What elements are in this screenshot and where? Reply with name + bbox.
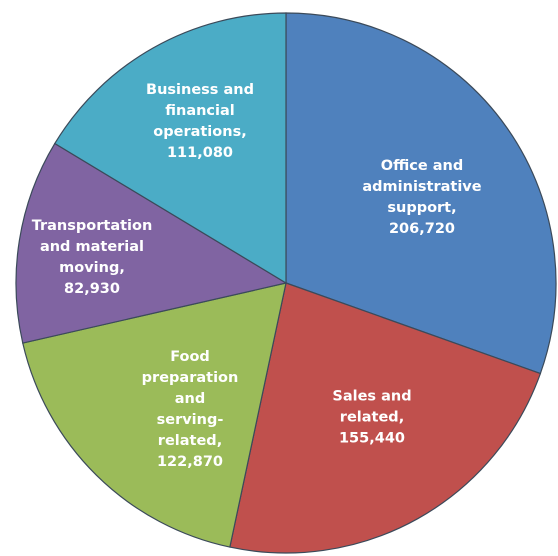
value-label: 111,080: [166, 145, 234, 161]
separator: ,: [451, 200, 457, 216]
category-label: Sales and related: [332, 388, 412, 426]
category-label: Food preparation and serving-related: [141, 349, 239, 449]
separator: ,: [241, 124, 247, 140]
pie-slice: [229, 282, 542, 554]
category-label: Office and administrative support: [362, 158, 482, 216]
data-label: Business and financial operations, 111,08…: [143, 80, 258, 164]
value-label: 155,440: [338, 430, 406, 447]
value-label: 206,720: [388, 221, 456, 237]
value-label: 82,930: [64, 281, 120, 297]
data-label: Office and administrative support, 206,72…: [355, 156, 490, 240]
category-label: Transportation and material moving: [31, 218, 153, 276]
separator: ,: [119, 260, 125, 276]
value-label: 122,870: [156, 454, 224, 470]
category-label: Business and financial operations: [146, 82, 254, 140]
pie-slice: [15, 142, 288, 344]
data-label: Sales and related, 155,440: [322, 387, 422, 450]
separator: ,: [216, 433, 223, 449]
separator: ,: [398, 409, 405, 426]
data-label: Transportation and material moving, 82,93…: [20, 216, 165, 300]
pie-slice: [54, 12, 287, 285]
data-label: Food preparation and serving-related, 122…: [140, 347, 240, 473]
pie-slice: [285, 12, 557, 375]
pie-slice: [22, 282, 287, 548]
